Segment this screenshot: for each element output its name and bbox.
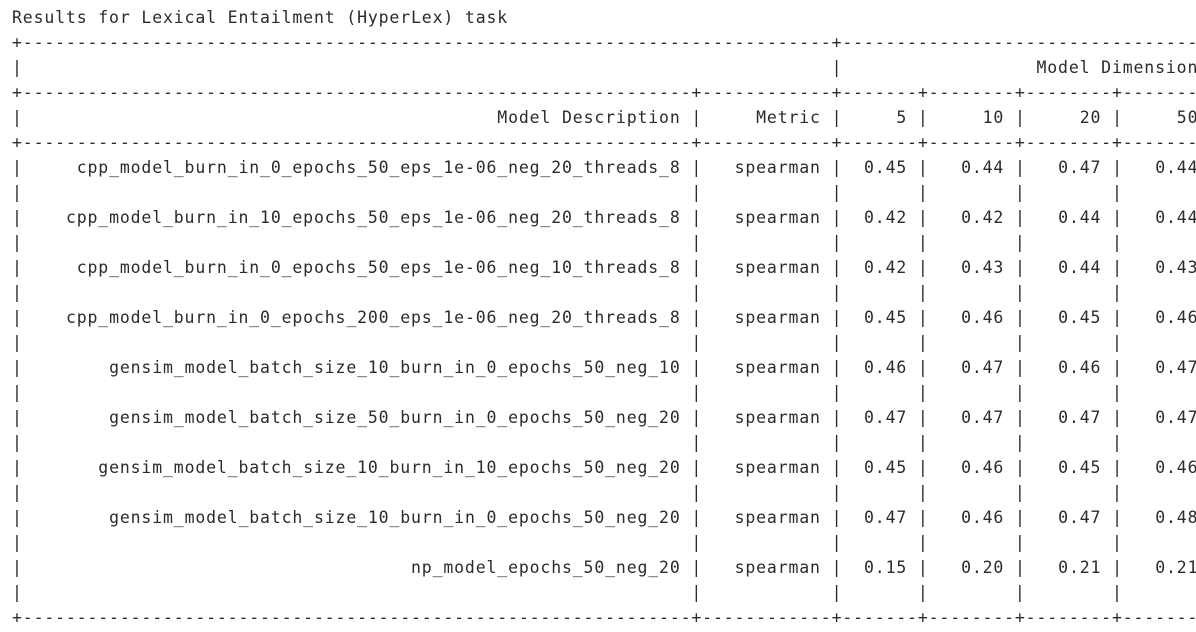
metric-cell: spearman — [734, 258, 821, 277]
table-row-spacer: | | | | | | | | | — [12, 233, 1123, 252]
score-cell: 0.47 — [1155, 408, 1196, 427]
score-cell: 0.42 — [864, 258, 908, 277]
table-row-spacer: | | | | | | | | | — [12, 383, 1123, 402]
table-row: | gensim_model_batch_size_10_burn_in_0_e… — [12, 505, 1196, 530]
score-cell: 0.48 — [1155, 508, 1196, 527]
score-cell: 0.47 — [1058, 508, 1102, 527]
column-header-dim: 20 — [1079, 108, 1102, 127]
metric-cell: spearman — [734, 208, 821, 227]
metric-cell: spearman — [734, 158, 821, 177]
table-row: | np_model_epochs_50_neg_20 | spearman |… — [12, 555, 1196, 580]
model-description-cell: cpp_model_burn_in_0_epochs_50_eps_1e-06_… — [76, 158, 681, 177]
results-table: +---------------------------------------… — [12, 30, 1196, 630]
score-cell: 0.46 — [1155, 308, 1196, 327]
score-cell: 0.42 — [864, 208, 908, 227]
score-cell: 0.15 — [864, 558, 908, 577]
column-header-description: Model Description — [497, 108, 681, 127]
table-row-spacer: | | | | | | | | | — [12, 483, 1123, 502]
column-header-dim: 50 — [1176, 108, 1196, 127]
score-cell: 0.42 — [961, 208, 1005, 227]
score-cell: 0.47 — [961, 358, 1005, 377]
score-cell: 0.45 — [1058, 308, 1102, 327]
score-cell: 0.47 — [961, 408, 1005, 427]
model-description-cell: np_model_epochs_50_neg_20 — [411, 558, 681, 577]
terminal-output: Results for Lexical Entailment (HyperLex… — [12, 5, 1196, 630]
table-border-header: +---------------------------------------… — [12, 83, 1196, 102]
score-cell: 0.46 — [961, 458, 1005, 477]
score-cell: 0.47 — [1058, 408, 1102, 427]
score-cell: 0.46 — [961, 508, 1005, 527]
score-cell: 0.44 — [1058, 258, 1102, 277]
table-row-spacer: | | | | | | | | | — [12, 333, 1123, 352]
table-row: | cpp_model_burn_in_0_epochs_50_eps_1e-0… — [12, 155, 1196, 180]
score-cell: 0.44 — [961, 158, 1005, 177]
metric-cell: spearman — [734, 358, 821, 377]
column-header-dim: 10 — [982, 108, 1005, 127]
score-cell: 0.46 — [961, 308, 1005, 327]
table-row: | gensim_model_batch_size_10_burn_in_10_… — [12, 455, 1196, 480]
metric-cell: spearman — [734, 458, 821, 477]
page-title: Results for Lexical Entailment (HyperLex… — [12, 8, 509, 27]
score-cell: 0.45 — [1058, 458, 1102, 477]
table-row: | gensim_model_batch_size_10_burn_in_0_e… — [12, 355, 1196, 380]
score-cell: 0.47 — [864, 408, 908, 427]
model-description-cell: gensim_model_batch_size_50_burn_in_0_epo… — [109, 408, 681, 427]
metric-cell: spearman — [734, 558, 821, 577]
score-cell: 0.21 — [1155, 558, 1196, 577]
table-row: | cpp_model_burn_in_0_epochs_200_eps_1e-… — [12, 305, 1196, 330]
table-border-bottom: +---------------------------------------… — [12, 608, 1196, 627]
table-row-spacer: | | | | | | | | | — [12, 283, 1123, 302]
score-cell: 0.44 — [1155, 208, 1196, 227]
column-header-row: | Model Description | Metric | 5 | 10 | … — [12, 105, 1196, 130]
table-row-spacer: | | | | | | | | | — [12, 533, 1123, 552]
score-cell: 0.20 — [961, 558, 1005, 577]
table-row-spacer: | | | | | | | | | — [12, 583, 1123, 602]
score-cell: 0.47 — [1058, 158, 1102, 177]
table-border-columns: +---------------------------------------… — [12, 133, 1196, 152]
metric-cell: spearman — [734, 408, 821, 427]
score-cell: 0.45 — [864, 308, 908, 327]
score-cell: 0.45 — [864, 158, 908, 177]
table-row: | cpp_model_burn_in_10_epochs_50_eps_1e-… — [12, 205, 1196, 230]
table-row-spacer: | | | | | | | | | — [12, 433, 1123, 452]
score-cell: 0.45 — [864, 458, 908, 477]
score-cell: 0.43 — [961, 258, 1005, 277]
score-cell: 0.43 — [1155, 258, 1196, 277]
group-header-row: | | Model Dimensions | — [12, 55, 1196, 80]
column-header-dim: 5 — [896, 108, 908, 127]
score-cell: 0.46 — [1058, 358, 1102, 377]
model-description-cell: gensim_model_batch_size_10_burn_in_10_ep… — [98, 458, 681, 477]
model-description-cell: cpp_model_burn_in_10_epochs_50_eps_1e-06… — [65, 208, 681, 227]
score-cell: 0.46 — [864, 358, 908, 377]
model-description-cell: cpp_model_burn_in_0_epochs_200_eps_1e-06… — [65, 308, 681, 327]
table-row: | gensim_model_batch_size_50_burn_in_0_e… — [12, 405, 1196, 430]
score-cell: 0.46 — [1155, 458, 1196, 477]
score-cell: 0.44 — [1058, 208, 1102, 227]
score-cell: 0.44 — [1155, 158, 1196, 177]
score-cell: 0.21 — [1058, 558, 1102, 577]
model-description-cell: cpp_model_burn_in_0_epochs_50_eps_1e-06_… — [76, 258, 681, 277]
metric-cell: spearman — [734, 508, 821, 527]
score-cell: 0.47 — [864, 508, 908, 527]
metric-cell: spearman — [734, 308, 821, 327]
column-header-metric: Metric — [756, 108, 821, 127]
table-row: | cpp_model_burn_in_0_epochs_50_eps_1e-0… — [12, 255, 1196, 280]
group-header-label: Model Dimensions — [1036, 58, 1196, 77]
score-cell: 0.47 — [1155, 358, 1196, 377]
model-description-cell: gensim_model_batch_size_10_burn_in_0_epo… — [109, 358, 681, 377]
table-row-spacer: | | | | | | | | | — [12, 183, 1123, 202]
table-border-top: +---------------------------------------… — [12, 33, 1196, 52]
model-description-cell: gensim_model_batch_size_10_burn_in_0_epo… — [109, 508, 681, 527]
